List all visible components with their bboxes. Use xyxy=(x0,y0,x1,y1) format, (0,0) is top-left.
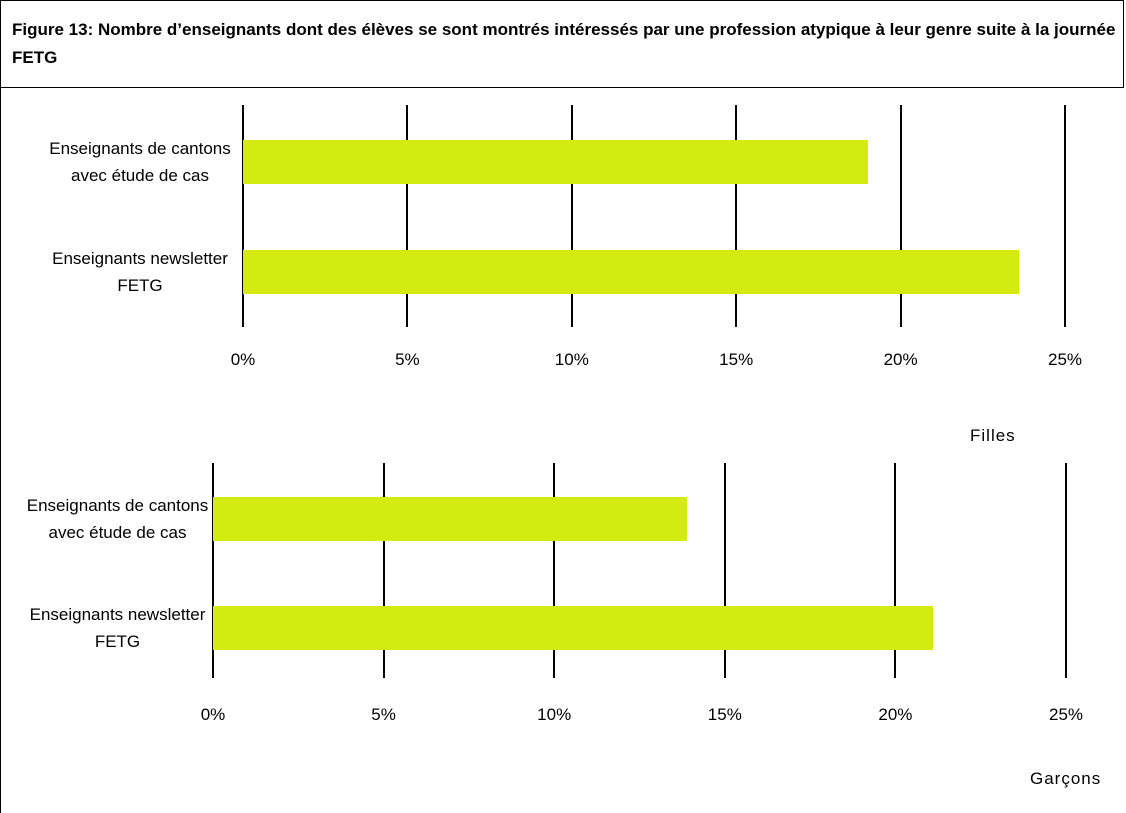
grid-line xyxy=(894,463,897,678)
grid-line xyxy=(735,105,738,327)
grid-line xyxy=(553,463,556,678)
axis-label: Garçons xyxy=(1030,769,1102,788)
figure-title: Figure 13: Nombre d’enseignants dont des… xyxy=(12,20,1116,67)
axis-label: Filles xyxy=(970,426,1016,445)
x-tick-label: 0% xyxy=(230,350,256,369)
grid-line xyxy=(406,105,409,327)
x-tick-label: 20% xyxy=(883,350,918,369)
x-tick-label: 15% xyxy=(707,705,742,724)
y-tick-label: Enseignants de cantons avec étude de cas xyxy=(49,139,231,185)
grid-line xyxy=(242,105,244,327)
y-tick-label: Enseignants newsletter FETG xyxy=(52,249,228,295)
bar xyxy=(243,140,868,184)
x-tick-label: 20% xyxy=(878,705,913,724)
x-tick-label: 0% xyxy=(200,705,226,724)
x-tick-label: 5% xyxy=(395,350,420,369)
bar xyxy=(213,497,688,541)
y-tick-label: Enseignants newsletter FETG xyxy=(29,605,206,651)
x-tick-label: 5% xyxy=(371,705,396,724)
x-tick-label: 15% xyxy=(719,350,754,369)
x-tick-label: 10% xyxy=(554,350,589,369)
border xyxy=(0,88,1,813)
grid-line xyxy=(570,105,573,327)
y-tick-label: Enseignants de cantons avec étude de cas xyxy=(26,496,209,542)
x-tick-label: 10% xyxy=(537,705,572,724)
title-box xyxy=(0,0,1124,88)
grid-line xyxy=(1064,105,1066,327)
x-tick-label: 25% xyxy=(1048,705,1084,724)
grid-line xyxy=(1065,463,1067,678)
x-tick-label: 25% xyxy=(1047,350,1083,369)
bar xyxy=(213,606,933,650)
grid-line xyxy=(212,463,214,678)
grid-line xyxy=(723,463,726,678)
grid-line xyxy=(382,463,385,678)
bar xyxy=(243,250,1019,294)
grid-line xyxy=(899,105,902,327)
